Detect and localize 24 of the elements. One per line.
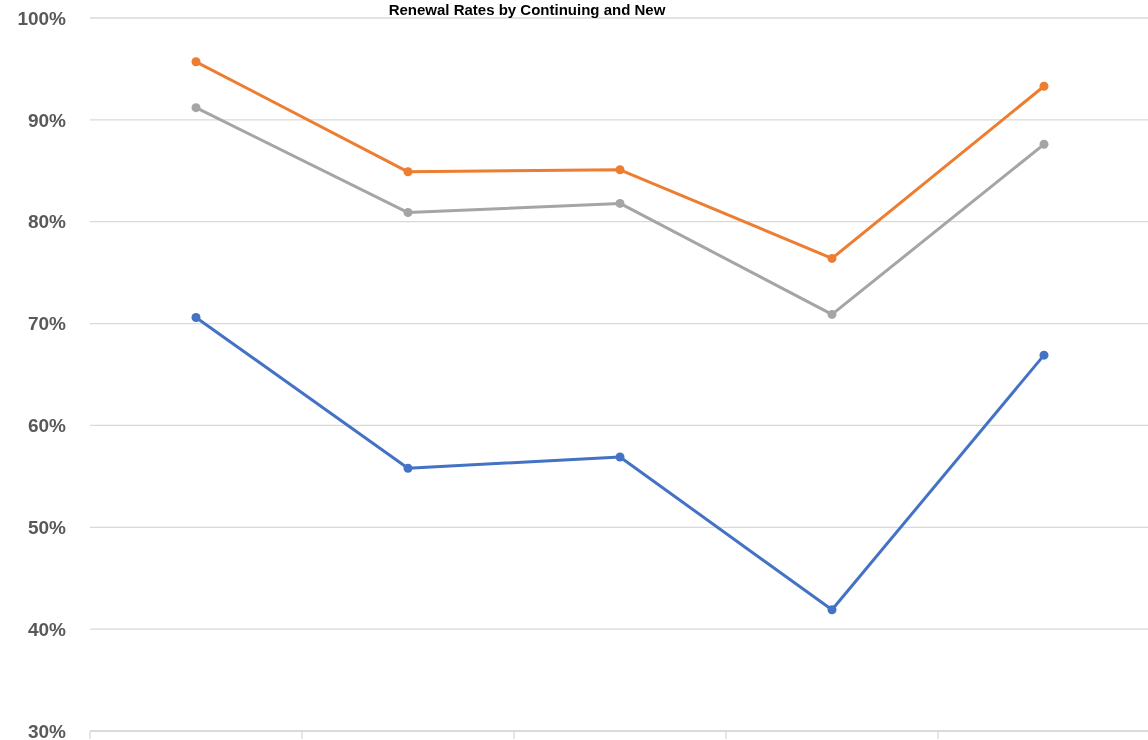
y-tick-label: 70% [27, 313, 67, 335]
y-tick-label: 100% [17, 7, 67, 29]
point [191, 103, 201, 113]
point [615, 452, 625, 462]
point [615, 165, 625, 175]
point [1039, 350, 1049, 360]
point [191, 312, 201, 322]
y-tick-label: 60% [27, 415, 67, 437]
point [403, 208, 413, 218]
point [1039, 139, 1049, 149]
point [403, 167, 413, 177]
point [827, 253, 837, 263]
point [403, 463, 413, 473]
point [827, 605, 837, 615]
point [827, 309, 837, 319]
point [1039, 81, 1049, 91]
point [615, 198, 625, 208]
y-tick-label: 90% [27, 109, 67, 131]
chart-title: Renewal Rates by Continuing and New [388, 1, 666, 18]
y-tick-label: 80% [27, 211, 67, 233]
point [191, 57, 201, 67]
y-tick-label: 50% [27, 516, 67, 538]
y-tick-label: 40% [27, 618, 67, 640]
y-tick-label: 30% [27, 720, 67, 740]
